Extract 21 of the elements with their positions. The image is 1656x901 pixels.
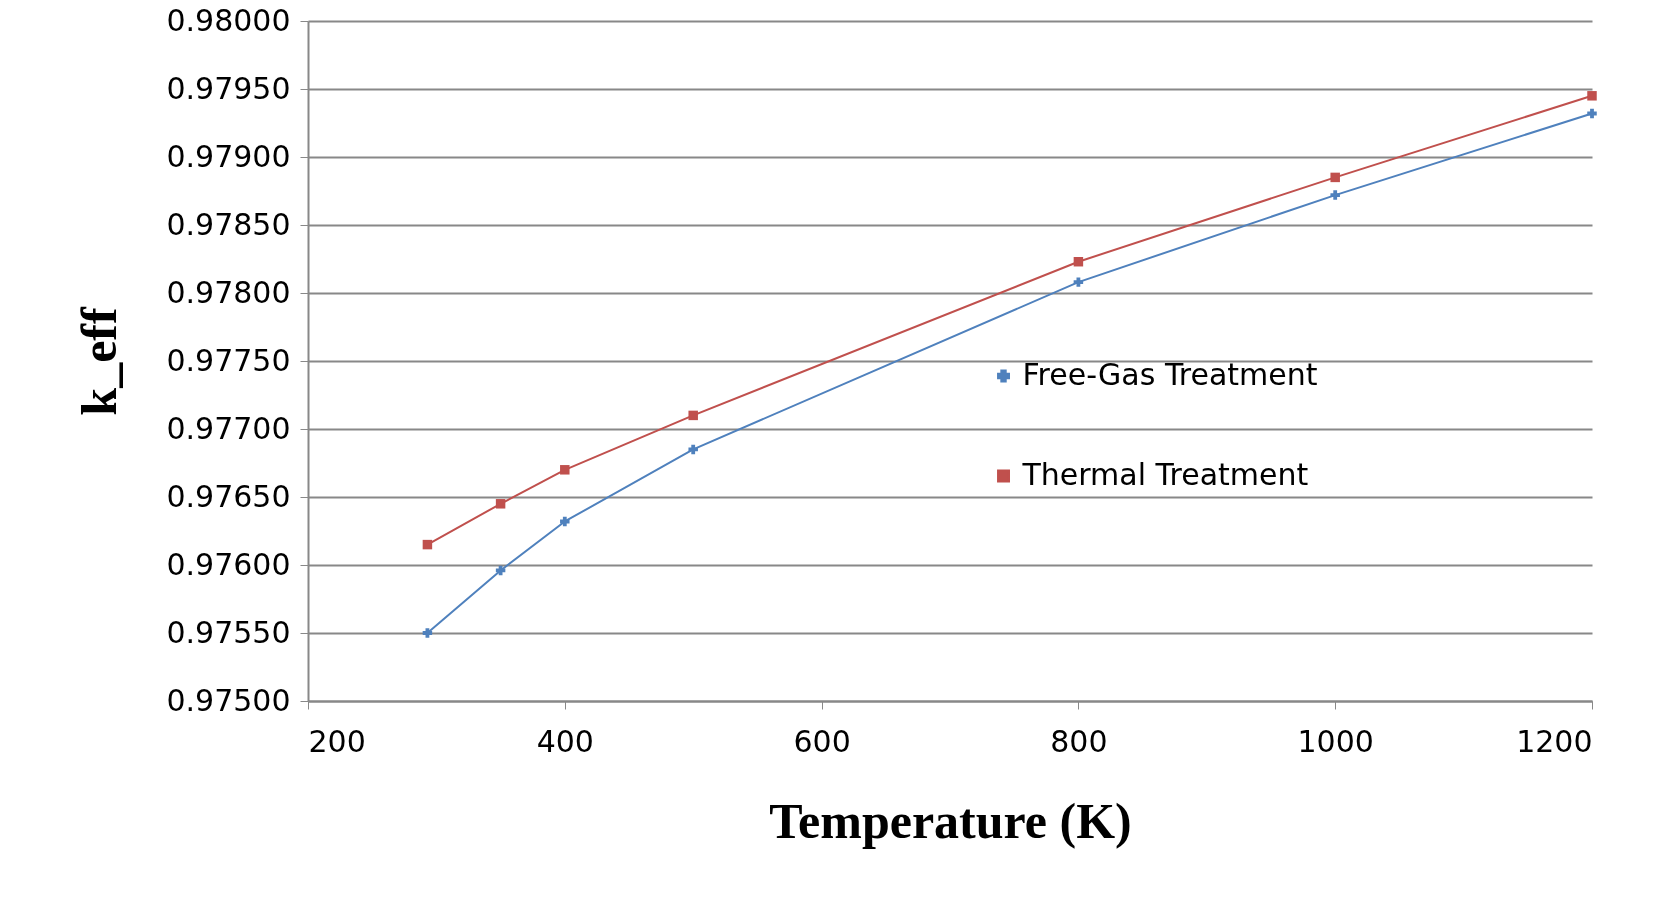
y-tick-label: 0.98000: [166, 2, 291, 38]
x-tick-label: 1200: [1516, 723, 1593, 759]
y-axis-title: k_eff: [71, 306, 128, 416]
y-tick-label: 0.97750: [166, 342, 291, 378]
legend-label: Thermal Treatment: [1021, 457, 1309, 492]
y-tick-label: 0.97550: [166, 614, 291, 650]
x-tick-label: 400: [536, 723, 594, 759]
y-tick-label: 0.97700: [166, 410, 291, 446]
y-tick-label: 0.97500: [166, 682, 291, 718]
y-tick-label: 0.97950: [166, 70, 291, 106]
y-tick-label: 0.97800: [166, 274, 291, 310]
x-tick-label: 1000: [1297, 723, 1374, 759]
y-tick-label: 0.97650: [166, 478, 291, 514]
x-tick-label: 600: [793, 723, 851, 759]
x-tick-label: 800: [1050, 723, 1108, 759]
y-tick-label: 0.97850: [166, 206, 291, 242]
y-tick-label: 0.97600: [166, 546, 291, 582]
y-tick-label: 0.97900: [166, 138, 291, 174]
x-tick-label: 200: [308, 723, 366, 759]
x-axis-title: Temperature (K): [769, 792, 1132, 849]
legend-label: Free-Gas Treatment: [1022, 357, 1318, 392]
